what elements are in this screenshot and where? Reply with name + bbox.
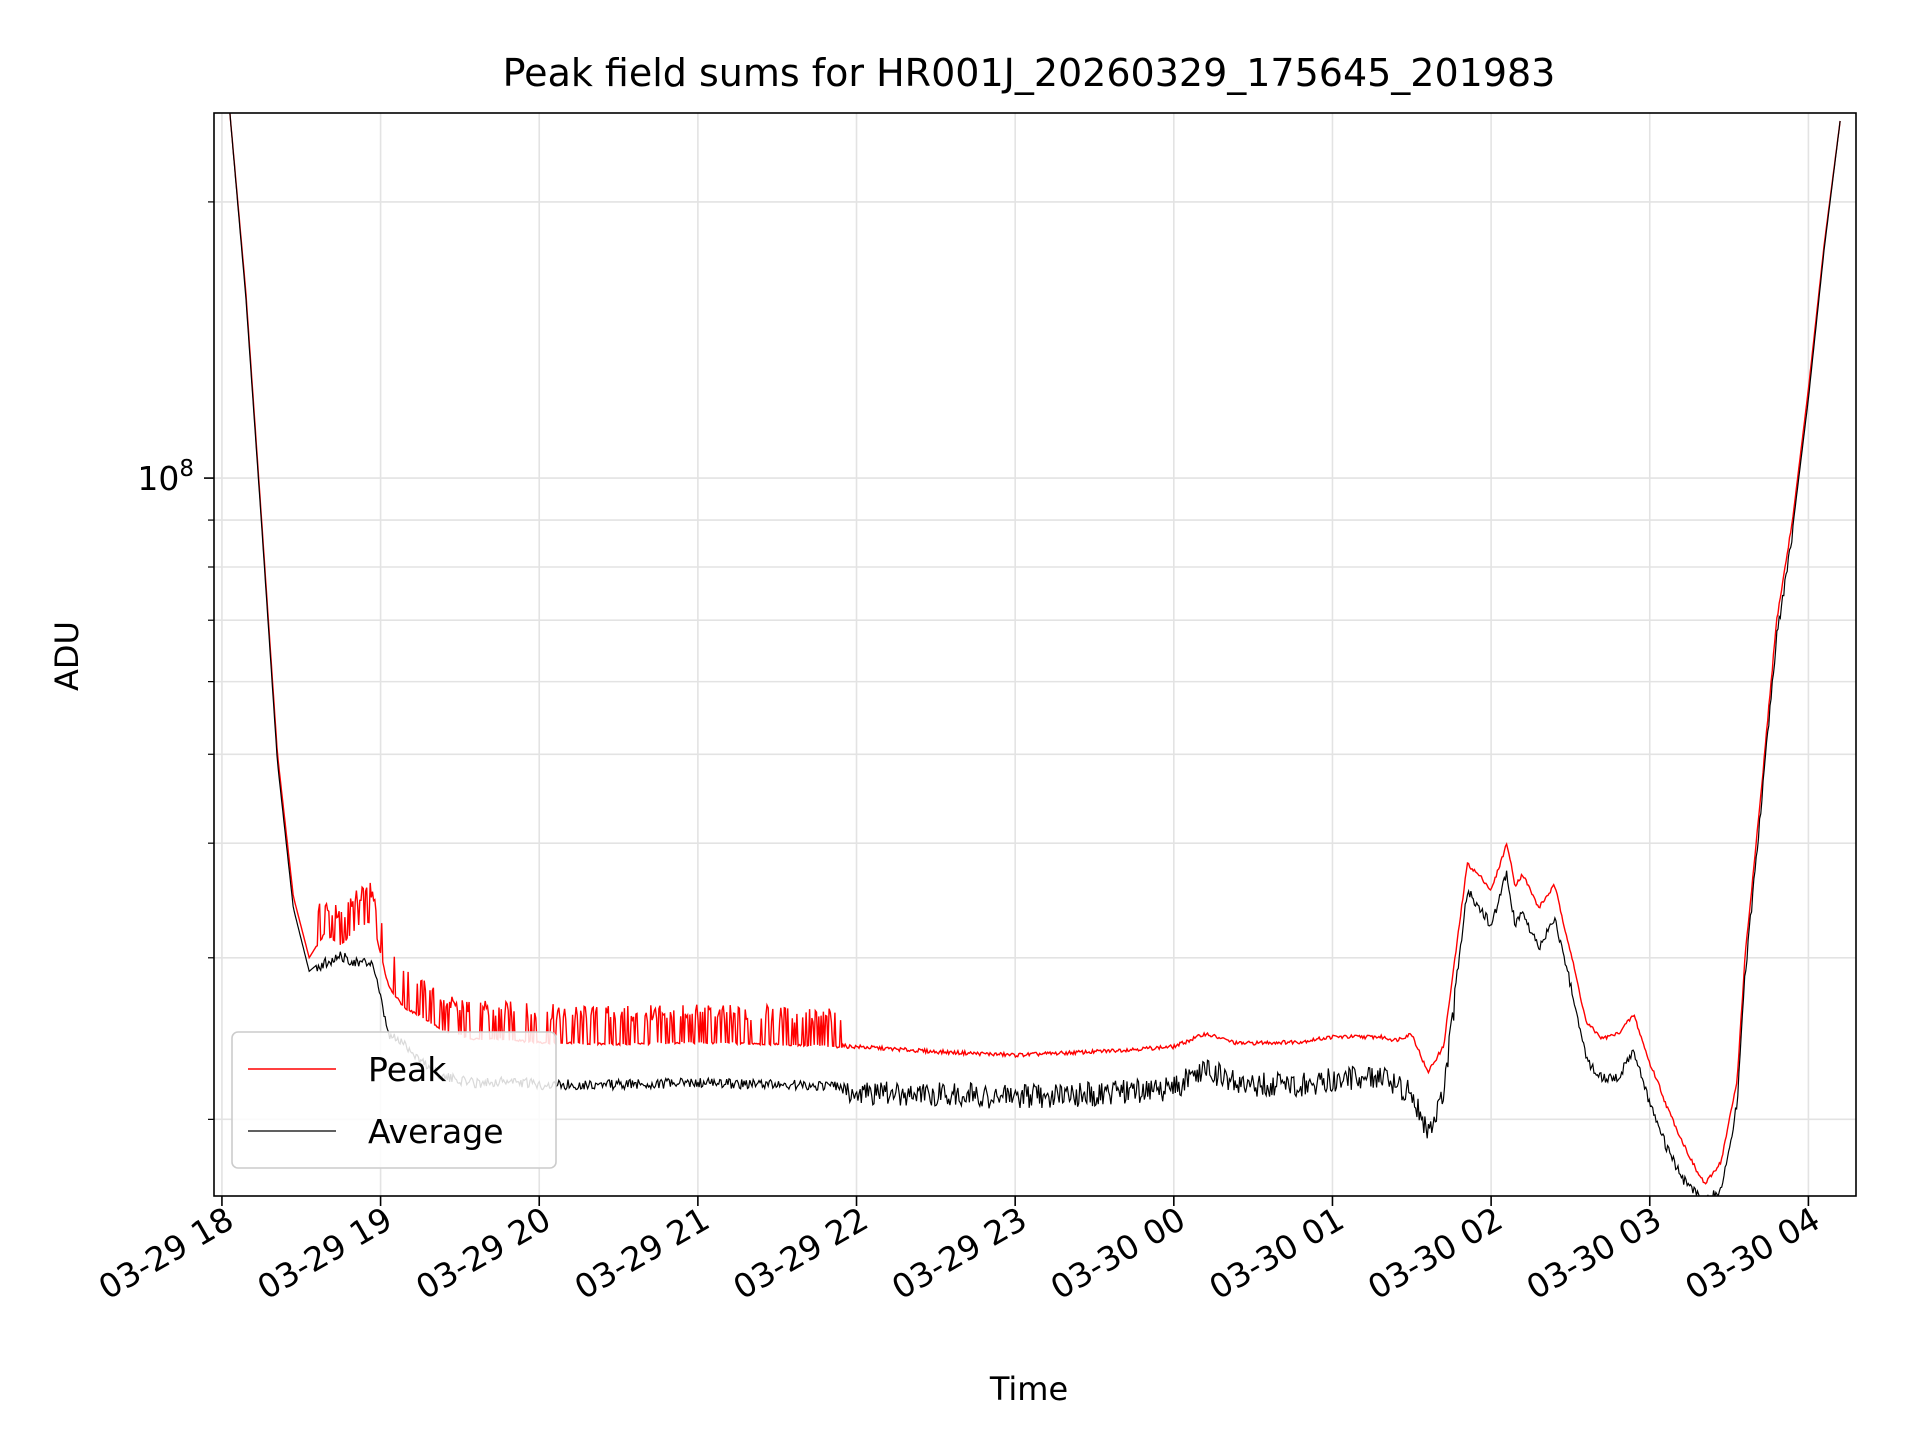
- y-tick-label-exponent: 8: [179, 456, 194, 482]
- y-tick-label-base: 10: [137, 459, 179, 498]
- legend: Peak Average: [231, 1031, 557, 1169]
- peak-series-line: [229, 113, 1841, 1185]
- axes-frame: [213, 112, 1857, 1197]
- chart-title: Peak field sums for HR001J_20260329_1756…: [503, 51, 1556, 95]
- grid: [214, 113, 1856, 1196]
- y-tick-label: 108: [137, 456, 194, 498]
- y-axis-label: ADU: [48, 621, 86, 691]
- legend-average-label: Average: [368, 1112, 504, 1151]
- y-axis: 108: [137, 201, 214, 1120]
- legend-peak-label: Peak: [368, 1050, 447, 1089]
- x-axis-label: Time: [989, 1370, 1068, 1408]
- legend-box: [231, 1031, 557, 1169]
